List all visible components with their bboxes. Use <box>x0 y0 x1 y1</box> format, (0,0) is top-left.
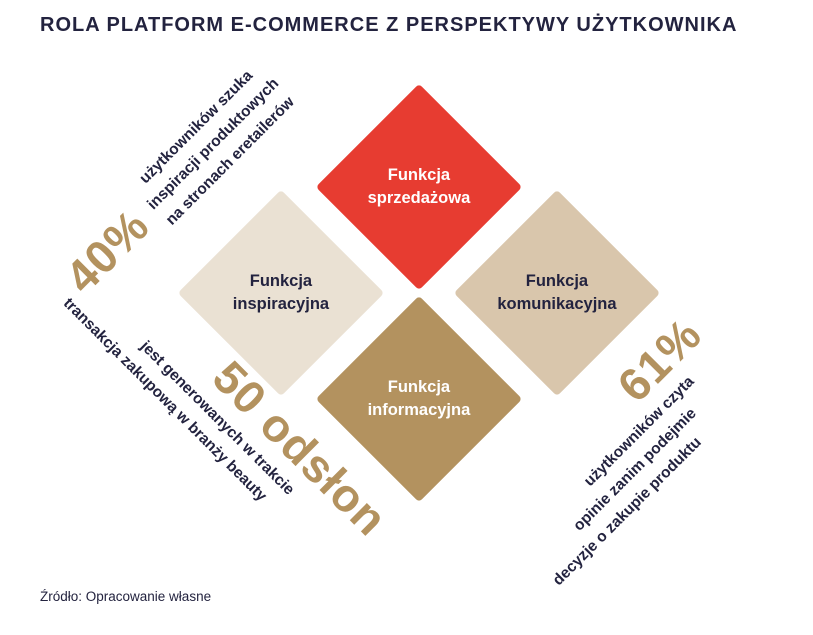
diamond-label-line: komunikacyjna <box>497 295 617 313</box>
diamond-label-line: Funkcja <box>387 377 451 396</box>
diamond-label-line: informacyjna <box>367 401 471 419</box>
diamond-label-line: Funkcja <box>387 165 451 184</box>
page-title: ROLA PLATFORM E-COMMERCE Z PERSPEKTYWY U… <box>40 14 738 36</box>
diamond-label-line: Funkcja <box>525 271 589 290</box>
diamond-label-line: Funkcja <box>249 271 313 290</box>
source-note: Źródło: Opracowanie własne <box>40 589 212 604</box>
diamond-label: Funkcja komunikacyjna <box>484 270 630 316</box>
diamond-label-line: sprzedażowa <box>367 189 471 207</box>
diamond-label: Funkcja sprzedażowa <box>346 164 492 210</box>
diamond-label: Funkcja informacyjna <box>346 376 492 422</box>
